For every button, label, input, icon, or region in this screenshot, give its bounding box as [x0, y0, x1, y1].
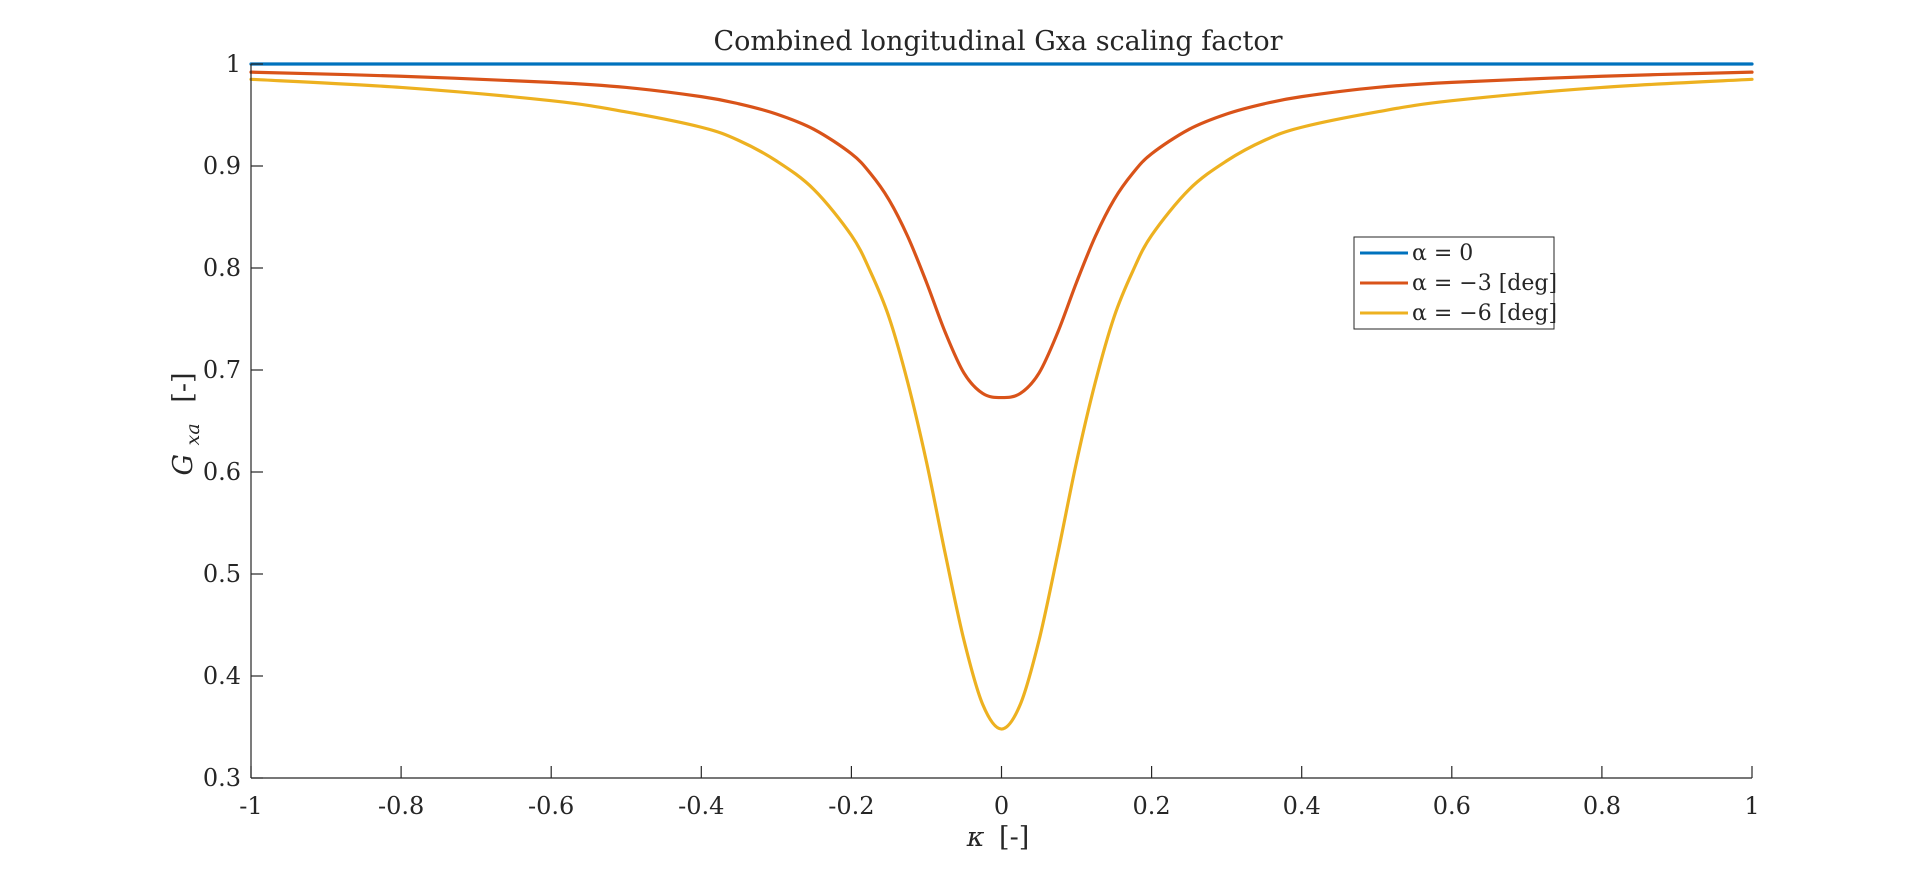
x-axis-label: κ [-]: [966, 822, 1030, 853]
x-axis-symbol: κ: [966, 822, 985, 853]
y-tick-label: 0.3: [203, 764, 241, 792]
y-tick-label: 0.6: [203, 458, 241, 486]
x-ticks: -1 -0.8 -0.6 -0.4 -0.2 0 0.2 0.4 0.6 0.8 1: [239, 766, 1760, 820]
x-tick-label: 0.8: [1583, 792, 1621, 820]
x-tick-label: 0: [994, 792, 1009, 820]
x-tick-label: -0.8: [378, 792, 424, 820]
x-tick-label: 0.4: [1283, 792, 1321, 820]
legend-label-alpha-0: α = 0: [1412, 241, 1473, 266]
y-tick-label: 0.9: [203, 152, 241, 180]
x-axis-unit: [-]: [999, 822, 1029, 853]
y-axis-subscript: xa: [182, 423, 204, 445]
y-ticks: 0.3 0.4 0.5 0.6 0.7 0.8 0.9 1: [203, 50, 263, 792]
legend: α = 0 α = −3 [deg] α = −6 [deg]: [1353, 236, 1557, 330]
y-tick-label: 1: [226, 50, 241, 78]
x-tick-label: -1: [239, 792, 262, 820]
x-tick-label: 1: [1744, 792, 1759, 820]
y-tick-label: 0.7: [203, 356, 241, 384]
series-layer: [249, 62, 1754, 731]
series-line-alpha-minus-3: [249, 70, 1754, 400]
x-tick-label: 0.2: [1133, 792, 1171, 820]
y-axis-label: G xa [-]: [168, 372, 206, 475]
legend-label-alpha-minus-6: α = −6 [deg]: [1412, 301, 1557, 326]
x-tick-label: 0.6: [1433, 792, 1471, 820]
y-tick-label: 0.5: [203, 560, 241, 588]
chart-title: Combined longitudinal Gxa scaling factor: [713, 26, 1282, 57]
y-axis-symbol: G: [168, 454, 199, 476]
x-tick-label: -0.2: [828, 792, 874, 820]
y-axis-unit: [-]: [168, 372, 199, 402]
x-tick-label: -0.6: [528, 792, 574, 820]
y-tick-label: 0.4: [203, 662, 241, 690]
x-tick-label: -0.4: [678, 792, 724, 820]
series-line-alpha-minus-6: [249, 77, 1754, 731]
legend-label-alpha-minus-3: α = −3 [deg]: [1412, 271, 1557, 296]
y-tick-label: 0.8: [203, 254, 241, 282]
